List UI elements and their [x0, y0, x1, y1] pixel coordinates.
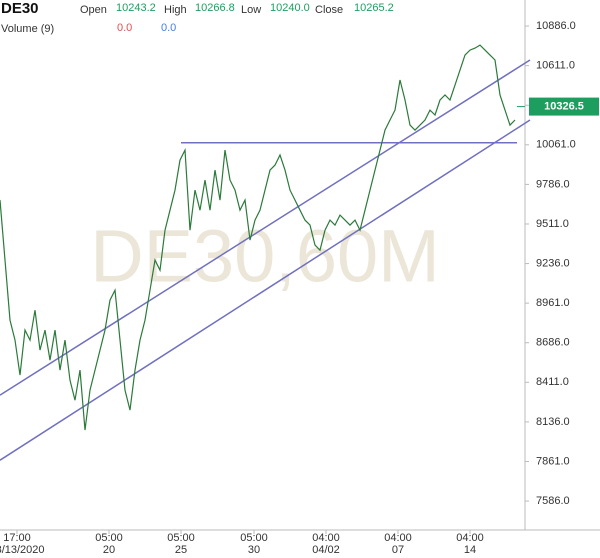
y-tick-label: 10611.0: [536, 60, 575, 72]
x-tick-sublabel: 25: [175, 544, 187, 556]
y-tick-label: 8136.0: [536, 416, 570, 428]
y-tick-label: 7861.0: [536, 455, 570, 467]
ohlc-value: 10266.8: [195, 2, 235, 14]
ohlc-label: Low: [241, 4, 261, 16]
trend-line: [0, 119, 531, 461]
x-tick-sublabel: 20: [103, 544, 115, 556]
y-tick-label: 9786.0: [536, 178, 570, 190]
last-price-label: 10326.5: [544, 100, 584, 112]
y-tick-label: 7586.0: [536, 495, 570, 507]
volume-value: 0.0: [161, 22, 176, 34]
x-tick-sublabel: 30: [248, 544, 260, 556]
y-tick-label: 10886.0: [536, 20, 576, 32]
ohlc-label: Close: [315, 4, 343, 16]
y-tick-label: 9511.0: [536, 218, 569, 230]
x-tick-label: 05:00: [240, 532, 268, 544]
y-tick-label: 8961.0: [536, 297, 570, 309]
y-tick-label: 8411.0: [536, 376, 569, 388]
trend-line: [0, 59, 531, 396]
ohlc-value: 10240.0: [270, 2, 310, 14]
x-tick-label: 04:00: [312, 532, 340, 544]
y-tick-label: 9236.0: [536, 257, 570, 269]
x-tick-label: 04:00: [456, 532, 484, 544]
volume-value: 0.0: [117, 22, 132, 34]
x-tick-sublabel: 14: [464, 544, 476, 556]
x-tick-label: 05:00: [167, 532, 195, 544]
ohlc-value: 10243.2: [116, 2, 156, 14]
x-tick-sublabel: 04/02: [312, 544, 340, 556]
y-tick-label: 10061.0: [536, 139, 576, 151]
last-price-tag: [529, 97, 599, 116]
chart-title: DE30: [1, 0, 39, 17]
x-tick-label: 05:00: [95, 532, 123, 544]
x-tick-sublabel: 03/13/2020: [0, 544, 45, 556]
volume-label: Volume (9): [1, 23, 54, 35]
price-line: [0, 44, 516, 431]
x-tick-sublabel: 07: [392, 544, 404, 556]
x-tick-label: 17:00: [3, 532, 31, 544]
x-tick-label: 04:00: [384, 532, 412, 544]
ohlc-value: 10265.2: [354, 2, 394, 14]
ohlc-label: High: [164, 4, 187, 16]
y-tick-label: 8686.0: [536, 337, 570, 349]
ohlc-label: Open: [80, 4, 107, 16]
